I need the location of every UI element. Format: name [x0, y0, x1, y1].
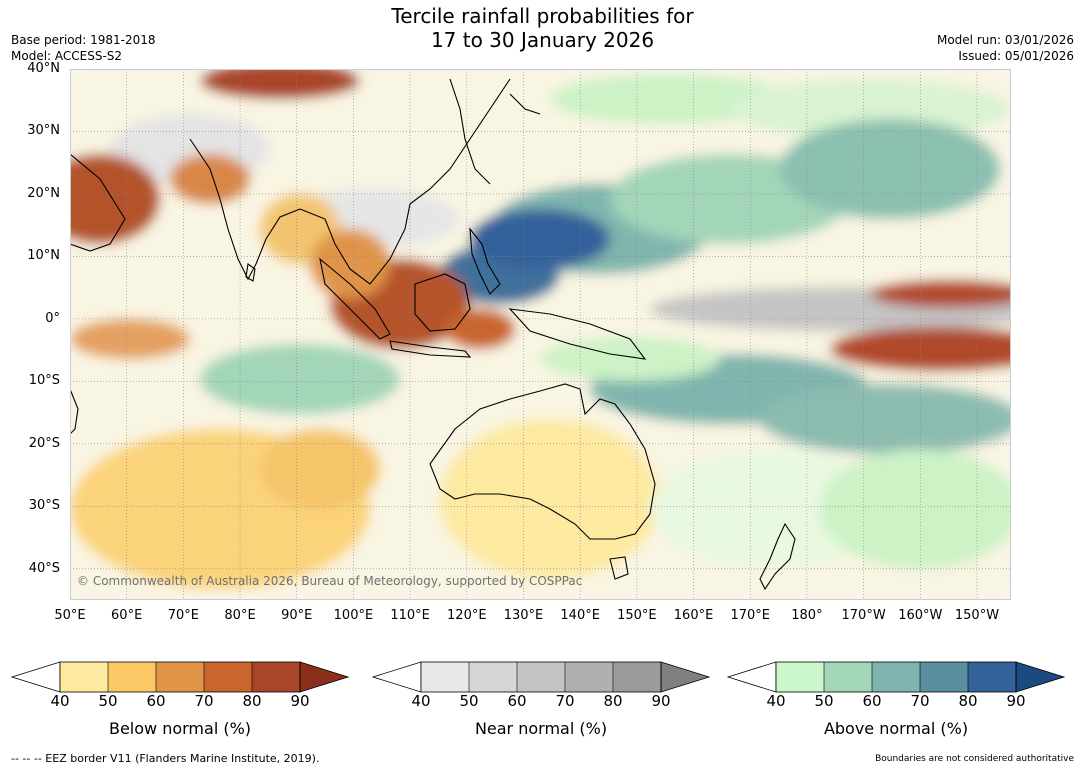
latitude-label: 20°S — [28, 435, 60, 451]
colorbar-tick-label: 60 — [146, 692, 166, 710]
colorbar-min-triangle — [10, 661, 61, 693]
colorbar-tick-label: 50 — [459, 692, 479, 710]
longitude-label: 170°E — [730, 608, 770, 623]
latitude-label: 40°N — [27, 61, 60, 76]
latitude-label: 40°S — [28, 560, 60, 576]
longitude-label: 170°W — [841, 608, 886, 623]
colorbar-segment — [517, 662, 565, 692]
graticule — [70, 69, 1011, 600]
colorbar-max-triangle — [1015, 661, 1066, 693]
colorbar-tick-label: 90 — [290, 692, 310, 710]
title-line-1: Tercile rainfall probabilities for — [391, 4, 694, 28]
colorbar-tick-label: 70 — [555, 692, 575, 710]
latitude-label: 30°S — [28, 498, 60, 514]
colorbar-tick-label: 40 — [766, 692, 786, 710]
colorbar — [10, 661, 350, 693]
colorbar-frame — [59, 661, 301, 693]
colorbar-title: Near normal (%) — [474, 719, 608, 738]
colorbar-title: Above normal (%) — [823, 719, 969, 738]
colorbar-max-triangle — [660, 661, 711, 693]
model-run: Model run: 03/01/2026 — [936, 33, 1074, 47]
longitude-label: 70°E — [167, 608, 199, 623]
colorbar-tick-label: 40 — [411, 692, 431, 710]
base-period: Base period: 1981-2018 — [11, 33, 156, 47]
colorbar — [726, 661, 1066, 693]
latitude-label: 30°N — [27, 123, 60, 139]
model-name: Model: ACCESS-S2 — [11, 49, 123, 63]
colorbar-tick-label: 70 — [910, 692, 930, 710]
colorbar-segment — [920, 662, 968, 692]
longitude-label: 110°E — [390, 608, 430, 623]
longitude-label: 180° — [791, 608, 823, 623]
colorbar-segment — [469, 662, 517, 692]
longitude-label: 130°E — [503, 608, 544, 623]
longitude-label: 160°E — [673, 608, 714, 623]
colorbar-tick-label: 80 — [958, 692, 978, 710]
latitude-label: 10°N — [27, 248, 60, 264]
colorbar-segment — [108, 662, 156, 692]
boundary-disclaimer: Boundaries are not considered authoritat… — [875, 754, 1074, 764]
colorbar-segment — [613, 662, 661, 692]
latitude-label: 0° — [45, 310, 60, 326]
colorbar-tick-label: 80 — [603, 692, 623, 710]
colorbar-segment — [204, 662, 252, 692]
colorbar-tick-label: 50 — [814, 692, 834, 710]
rainfall-probability-map: © Commonwealth of Australia 2026, Bureau… — [70, 69, 1011, 600]
coastlines — [70, 78, 796, 591]
colorbar-segment — [252, 662, 300, 692]
eez-footnote: -- -- -- EEZ border V11 (Flanders Marine… — [11, 752, 320, 765]
colorbar-tick-label: 60 — [862, 692, 882, 710]
colorbar-tick-label: 80 — [242, 692, 262, 710]
colorbar-tick-label: 90 — [651, 692, 671, 710]
issued-date: Issued: 05/01/2026 — [958, 49, 1074, 63]
longitude-label: 80°E — [224, 608, 256, 623]
colorbar-max-triangle — [299, 661, 350, 693]
colorbar-tick-label: 50 — [98, 692, 118, 710]
longitude-label: 100°E — [333, 608, 374, 623]
longitude-label: 150°E — [617, 608, 657, 623]
colorbar-legends — [10, 661, 1066, 693]
latitude-label: 10°S — [28, 373, 60, 389]
colorbar-tick-label: 70 — [194, 692, 214, 710]
map-title: Tercile rainfall probabilities for 17 to… — [0, 4, 1085, 52]
colorbar-segment — [421, 662, 469, 692]
longitude-label: 150°W — [954, 608, 1000, 623]
colorbar-segment — [824, 662, 872, 692]
longitude-label: 140°E — [560, 608, 600, 623]
colorbar-segment — [565, 662, 613, 692]
colorbar-segment — [968, 662, 1016, 692]
longitude-label: 120°E — [447, 608, 487, 623]
colorbar-segment — [872, 662, 920, 692]
colorbar-segment — [156, 662, 204, 692]
colorbar-title: Below normal (%) — [108, 719, 252, 738]
longitude-label: 160°W — [898, 608, 943, 623]
map-frame — [70, 69, 1011, 600]
colorbar-tick-label: 90 — [1006, 692, 1026, 710]
copyright-text: © Commonwealth of Australia 2026, Bureau… — [77, 574, 582, 588]
title-line-2: 17 to 30 January 2026 — [430, 28, 655, 52]
colorbar-segment — [60, 662, 108, 692]
longitude-label: 90°E — [281, 608, 313, 623]
colorbar-tick-label: 60 — [507, 692, 527, 710]
colorbar-tick-label: 40 — [50, 692, 70, 710]
colorbar-min-triangle — [371, 661, 422, 693]
colorbar-segment — [776, 662, 824, 692]
longitude-label: 50°E — [54, 608, 86, 623]
colorbar-min-triangle — [726, 661, 777, 693]
colorbar — [371, 661, 711, 693]
colorbar-frame — [775, 661, 1017, 693]
model-info: Base period: 1981-2018 Model: ACCESS-S2 — [11, 32, 156, 64]
latitude-label: 20°N — [27, 185, 60, 201]
longitude-label: 60°E — [111, 608, 143, 623]
colorbar-frame — [420, 661, 662, 693]
run-info: Model run: 03/01/2026 Issued: 05/01/2026 — [937, 32, 1074, 64]
